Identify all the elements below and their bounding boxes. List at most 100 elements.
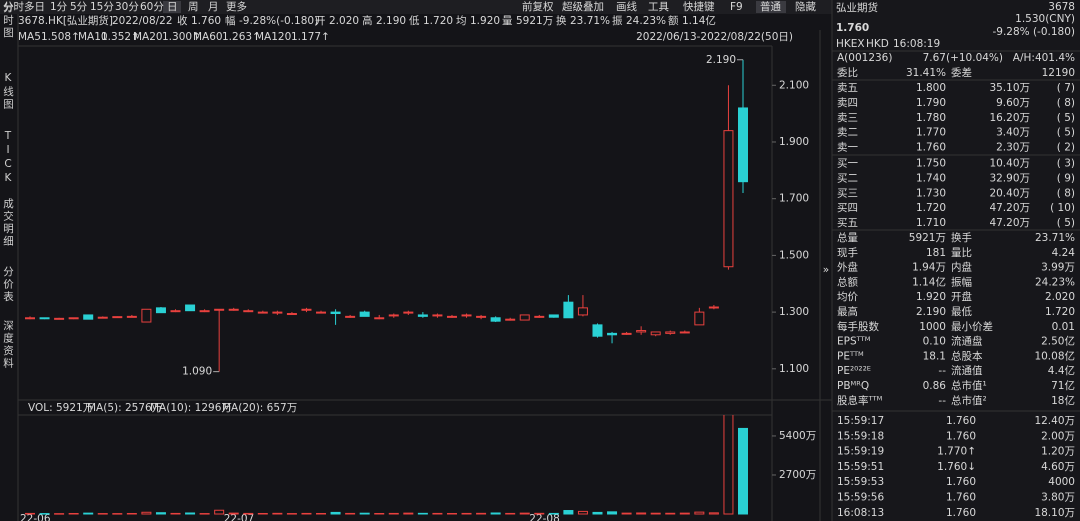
book-label: 买二 bbox=[837, 172, 858, 184]
y-tick-label: 5400万 bbox=[779, 430, 816, 442]
field-value: 24.23% bbox=[626, 15, 666, 27]
currency: HKD bbox=[866, 38, 889, 50]
book-count: ( 8) bbox=[1057, 187, 1075, 199]
field-label: 收 bbox=[177, 14, 188, 27]
date: 2022/08/22 bbox=[112, 15, 173, 27]
candle-body bbox=[694, 311, 705, 326]
trade-price: 1.760 bbox=[946, 492, 976, 504]
side-tab[interactable]: 成交明细 bbox=[2, 198, 14, 248]
stat-label: 最低 bbox=[951, 305, 972, 318]
y-tick-label: 1.900 bbox=[779, 136, 809, 148]
stock-code: 3678 bbox=[1048, 1, 1075, 13]
stat-label: 流通盘 bbox=[951, 335, 983, 348]
toolbar-button[interactable]: 隐藏 bbox=[795, 1, 816, 13]
toolbar-tab[interactable]: 15分 bbox=[90, 1, 114, 13]
candle-body bbox=[490, 317, 501, 322]
candle-body bbox=[228, 308, 239, 311]
toolbar-button[interactable]: F9 bbox=[730, 1, 743, 13]
toolbar-tab[interactable]: 月 bbox=[208, 1, 219, 13]
toolbar-tab[interactable]: 日 bbox=[167, 1, 178, 13]
book-label: 卖五 bbox=[837, 82, 858, 94]
field-value: 2.020 bbox=[329, 15, 359, 27]
stat-value: 1.920 bbox=[916, 291, 946, 303]
candle-body bbox=[83, 314, 94, 320]
toolbar-tab[interactable]: 多日 bbox=[24, 0, 45, 13]
toolbar-tab[interactable]: 1分 bbox=[50, 1, 68, 13]
ma-label: MA20 bbox=[133, 31, 163, 43]
volume-bar bbox=[621, 512, 632, 515]
toolbar-button[interactable]: 超级叠加 bbox=[562, 0, 604, 13]
toolbar-button[interactable]: 画线 bbox=[616, 0, 637, 13]
stat-value: 2.020 bbox=[1045, 291, 1075, 303]
y-tick-label: 1.100 bbox=[779, 363, 809, 375]
ma-value: 1.300↑ bbox=[162, 31, 201, 43]
volume-bar bbox=[301, 512, 312, 515]
stat-label: 股息率ᵀᵀᴹ bbox=[837, 394, 883, 407]
volume-bar bbox=[39, 513, 50, 515]
x-tick-label: 22-07 bbox=[224, 513, 255, 521]
volume-bar bbox=[592, 511, 603, 515]
stat-label: 外盘 bbox=[837, 261, 858, 274]
book-count: ( 3) bbox=[1057, 158, 1075, 170]
book-price: 1.750 bbox=[916, 158, 946, 170]
toolbar-tab[interactable]: 分时 bbox=[3, 1, 24, 13]
candle-body bbox=[621, 332, 632, 335]
volume-bar bbox=[141, 511, 152, 515]
stat-value: 71亿 bbox=[1051, 379, 1075, 392]
candle-body bbox=[286, 313, 297, 316]
x-tick-label: 22-06 bbox=[20, 513, 51, 521]
stat-value: 24.23% bbox=[1035, 276, 1075, 288]
trade-time: 15:59:19 bbox=[837, 446, 884, 458]
ma-label: MA5 bbox=[18, 31, 41, 43]
side-tab[interactable]: TICK bbox=[2, 130, 14, 186]
field-label: 均 bbox=[456, 15, 467, 27]
stat-value: 5921万 bbox=[909, 232, 946, 244]
volume-bar bbox=[505, 512, 516, 515]
volume-bar bbox=[97, 513, 108, 515]
toolbar-tab[interactable]: 60分 bbox=[140, 1, 164, 13]
volume-bar bbox=[170, 512, 181, 515]
book-price: 1.780 bbox=[916, 112, 946, 124]
volume-bar bbox=[636, 512, 647, 515]
candle-body bbox=[592, 324, 603, 337]
stat-label: 开盘 bbox=[951, 290, 972, 303]
side-tab[interactable]: 分时图 bbox=[2, 2, 14, 40]
volume-bar bbox=[417, 512, 428, 515]
candle-body bbox=[97, 316, 108, 319]
side-tab[interactable]: 分价表 bbox=[2, 266, 14, 304]
candle-body bbox=[345, 315, 356, 318]
volume-bar bbox=[548, 512, 559, 515]
toolbar-button[interactable]: 普通 bbox=[760, 0, 781, 13]
date-range: 2022/06/13-2022/08/22(50日) bbox=[636, 31, 793, 43]
toolbar-button[interactable]: 快捷键 bbox=[683, 0, 715, 13]
book-volume: 10.40万 bbox=[989, 158, 1030, 170]
collapse-arrow[interactable]: » bbox=[823, 264, 829, 276]
ma-label: MA10 bbox=[78, 31, 108, 43]
volume-bar bbox=[272, 512, 283, 515]
trade-volume: 4.60万 bbox=[1041, 461, 1075, 473]
side-tab[interactable]: 深度资料 bbox=[2, 320, 14, 370]
volume-bar bbox=[83, 512, 94, 515]
toolbar-button[interactable]: 工具 bbox=[648, 1, 669, 13]
stat-label: 最小价差 bbox=[951, 320, 993, 333]
candle-body bbox=[403, 311, 414, 314]
book-label: 卖二 bbox=[837, 127, 858, 139]
book-volume: 35.10万 bbox=[989, 82, 1030, 94]
toolbar-tab[interactable]: 5分 bbox=[70, 1, 88, 13]
trade-time: 15:59:56 bbox=[837, 492, 884, 504]
candle-body bbox=[388, 314, 399, 317]
candle-body bbox=[548, 314, 559, 318]
side-tab[interactable]: K线图 bbox=[2, 72, 14, 111]
volume-bar bbox=[199, 513, 210, 515]
candle-body bbox=[54, 317, 65, 320]
book-price: 1.800 bbox=[916, 82, 946, 94]
stat-value: 0.86 bbox=[923, 380, 947, 392]
field-label: 换 bbox=[556, 14, 567, 27]
toolbar-tab[interactable]: 周 bbox=[188, 1, 199, 13]
toolbar-tab[interactable]: 30分 bbox=[115, 1, 139, 13]
book-volume: 2.30万 bbox=[996, 142, 1030, 154]
y-tick-label: 2700万 bbox=[779, 469, 816, 481]
field-label: 额 bbox=[668, 14, 679, 27]
toolbar-tab[interactable]: 更多 bbox=[226, 0, 247, 13]
toolbar-button[interactable]: 前复权 bbox=[522, 0, 554, 13]
